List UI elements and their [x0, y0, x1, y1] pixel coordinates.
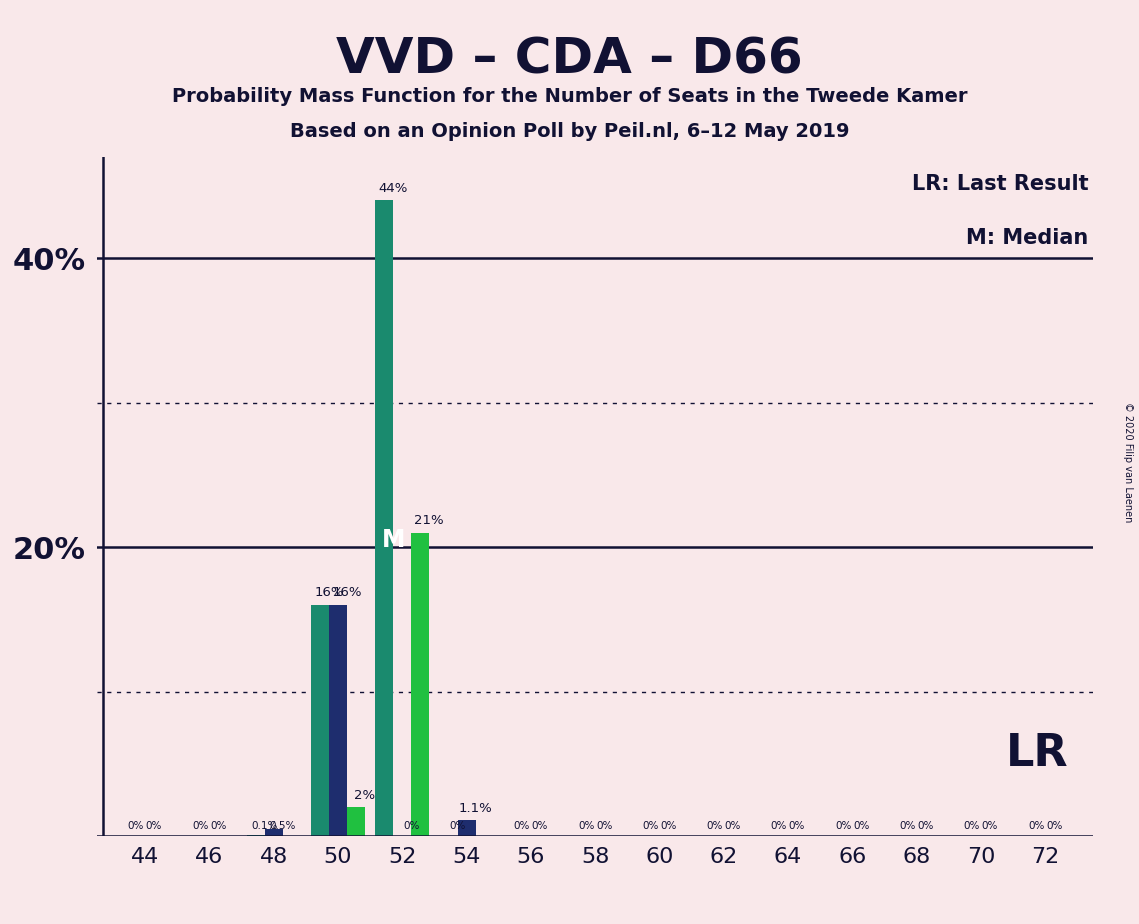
Text: Based on an Opinion Poll by Peil.nl, 6–12 May 2019: Based on an Opinion Poll by Peil.nl, 6–1… [289, 122, 850, 141]
Text: M: M [382, 528, 405, 552]
Text: 0%: 0% [789, 821, 805, 832]
Bar [347, 808, 364, 836]
Text: 0%: 0% [1046, 821, 1063, 832]
Text: 16%: 16% [314, 586, 344, 600]
Text: © 2020 Filip van Laenen: © 2020 Filip van Laenen [1123, 402, 1132, 522]
Text: 0%: 0% [1029, 821, 1044, 832]
Bar [411, 533, 429, 836]
Text: 0%: 0% [146, 821, 162, 832]
Text: 1.1%: 1.1% [459, 801, 492, 815]
Text: 0%: 0% [661, 821, 677, 832]
Text: 0%: 0% [982, 821, 998, 832]
Text: 0%: 0% [514, 821, 530, 832]
Text: 0%: 0% [211, 821, 227, 832]
Text: LR: Last Result: LR: Last Result [912, 174, 1089, 194]
Text: 0%: 0% [642, 821, 658, 832]
Text: 0%: 0% [706, 821, 723, 832]
Text: 0.5%: 0.5% [270, 821, 296, 832]
Text: 0%: 0% [724, 821, 740, 832]
Text: 0%: 0% [596, 821, 613, 832]
Text: 16%: 16% [333, 586, 362, 600]
Text: 0%: 0% [853, 821, 869, 832]
Bar [264, 829, 282, 836]
Text: VVD – CDA – D66: VVD – CDA – D66 [336, 35, 803, 83]
Text: 0%: 0% [450, 821, 466, 832]
Text: 0%: 0% [192, 821, 208, 832]
Text: 0%: 0% [835, 821, 852, 832]
Bar [458, 821, 476, 836]
Text: 21%: 21% [415, 514, 444, 527]
Bar [329, 605, 347, 836]
Text: 0%: 0% [532, 821, 548, 832]
Bar [247, 834, 264, 836]
Text: 2%: 2% [354, 788, 376, 801]
Text: 0.1%: 0.1% [252, 821, 278, 832]
Text: 0%: 0% [900, 821, 916, 832]
Text: 0%: 0% [577, 821, 595, 832]
Text: 0%: 0% [128, 821, 145, 832]
Text: 0%: 0% [964, 821, 980, 832]
Text: Probability Mass Function for the Number of Seats in the Tweede Kamer: Probability Mass Function for the Number… [172, 87, 967, 106]
Text: 0%: 0% [917, 821, 934, 832]
Text: LR: LR [1006, 732, 1068, 775]
Text: 0%: 0% [403, 821, 419, 832]
Bar [375, 201, 393, 836]
Text: 0%: 0% [771, 821, 787, 832]
Text: 44%: 44% [378, 182, 408, 195]
Text: M: Median: M: Median [966, 228, 1089, 249]
Bar [311, 605, 329, 836]
